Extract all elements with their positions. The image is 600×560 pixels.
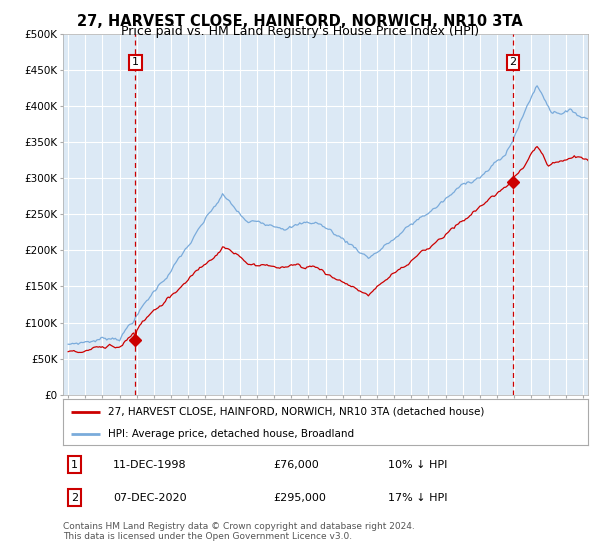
Text: HPI: Average price, detached house, Broadland: HPI: Average price, detached house, Broa…	[107, 429, 354, 438]
Text: 11-DEC-1998: 11-DEC-1998	[113, 460, 187, 470]
Text: 1: 1	[132, 58, 139, 68]
Text: 2: 2	[509, 58, 517, 68]
Text: 27, HARVEST CLOSE, HAINFORD, NORWICH, NR10 3TA (detached house): 27, HARVEST CLOSE, HAINFORD, NORWICH, NR…	[107, 407, 484, 417]
Text: Price paid vs. HM Land Registry's House Price Index (HPI): Price paid vs. HM Land Registry's House …	[121, 25, 479, 38]
Text: £76,000: £76,000	[273, 460, 319, 470]
Text: 17% ↓ HPI: 17% ↓ HPI	[389, 493, 448, 503]
Text: 10% ↓ HPI: 10% ↓ HPI	[389, 460, 448, 470]
Text: 1: 1	[71, 460, 78, 470]
Text: 2: 2	[71, 493, 78, 503]
Text: Contains HM Land Registry data © Crown copyright and database right 2024.
This d: Contains HM Land Registry data © Crown c…	[63, 522, 415, 542]
Text: 27, HARVEST CLOSE, HAINFORD, NORWICH, NR10 3TA: 27, HARVEST CLOSE, HAINFORD, NORWICH, NR…	[77, 14, 523, 29]
Text: £295,000: £295,000	[273, 493, 326, 503]
Text: 07-DEC-2020: 07-DEC-2020	[113, 493, 187, 503]
